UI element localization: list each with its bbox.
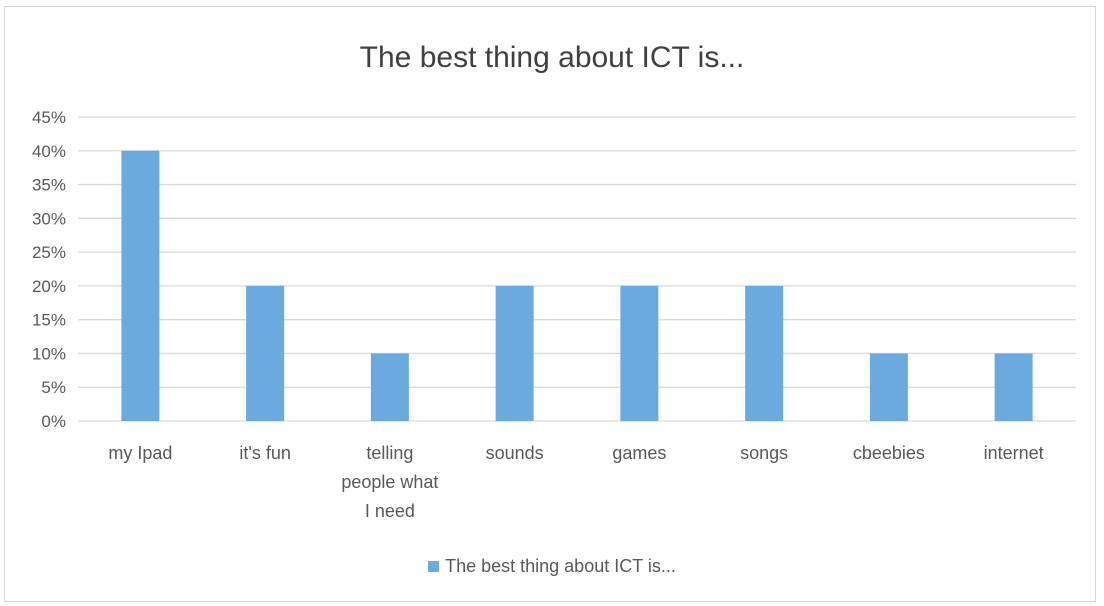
y-tick-label: 45% <box>32 108 66 127</box>
legend: The best thing about ICT is... <box>0 556 1104 577</box>
y-tick-label: 15% <box>32 311 66 330</box>
bar <box>994 353 1033 421</box>
x-category-label: games <box>612 443 666 463</box>
bar <box>495 285 534 421</box>
bar <box>745 285 784 421</box>
x-category-label: it's fun <box>239 443 290 463</box>
y-tick-label: 10% <box>32 344 66 363</box>
bars <box>121 150 1033 421</box>
gridlines <box>78 116 1076 422</box>
bar <box>620 285 659 421</box>
x-category-label: telling people what I need <box>341 443 438 521</box>
y-axis-ticks: 0% 5% 10% 15% 20% 25% 30% 35% 40% 45% <box>32 108 66 431</box>
y-tick-label: 35% <box>32 176 66 195</box>
bar <box>121 150 160 421</box>
chart-title: The best thing about ICT is... <box>359 41 745 74</box>
x-category-label: songs <box>740 443 788 463</box>
legend-swatch <box>428 561 440 572</box>
y-tick-label: 30% <box>32 209 66 228</box>
chart-frame <box>4 6 1096 602</box>
x-category-label: internet <box>984 443 1044 463</box>
x-category-label: sounds <box>486 443 544 463</box>
x-category-label: my Ipad <box>108 443 172 463</box>
bar <box>869 353 908 421</box>
x-category-label: cbeebies <box>853 443 925 463</box>
y-tick-label: 20% <box>32 277 66 296</box>
y-tick-label: 5% <box>41 378 66 397</box>
bar <box>246 285 285 421</box>
y-tick-label: 25% <box>32 243 66 262</box>
x-axis-labels: my Ipad it's fun telling people what I need s… <box>108 443 1043 521</box>
legend-label: The best thing about ICT is... <box>445 556 676 576</box>
y-tick-label: 40% <box>32 142 66 161</box>
bar <box>370 353 409 421</box>
y-tick-label: 0% <box>41 412 66 431</box>
